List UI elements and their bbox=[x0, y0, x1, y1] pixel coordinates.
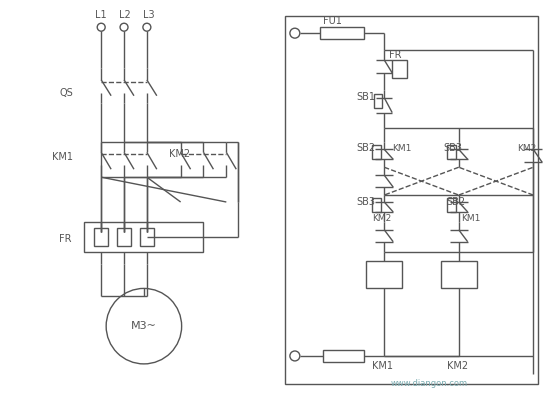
Text: www.diangon.com: www.diangon.com bbox=[390, 379, 468, 388]
Text: KM1: KM1 bbox=[392, 144, 412, 153]
Text: KM2: KM2 bbox=[169, 149, 190, 159]
Bar bbox=[285, 16, 538, 384]
Text: SB1: SB1 bbox=[356, 92, 376, 102]
Bar bbox=[140, 228, 154, 246]
Text: SB2: SB2 bbox=[447, 197, 466, 207]
Text: KM2: KM2 bbox=[517, 144, 536, 153]
Text: SB2: SB2 bbox=[356, 143, 376, 153]
Bar bbox=[447, 145, 456, 159]
Bar bbox=[447, 198, 456, 212]
Text: L3: L3 bbox=[143, 10, 154, 20]
Bar bbox=[323, 350, 365, 362]
Bar bbox=[117, 228, 131, 246]
Bar bbox=[85, 222, 204, 252]
Text: KM1: KM1 bbox=[52, 152, 72, 162]
Text: L1: L1 bbox=[95, 10, 107, 20]
Text: KM2: KM2 bbox=[447, 361, 468, 371]
Bar bbox=[320, 27, 365, 39]
Text: QS: QS bbox=[59, 88, 73, 98]
Bar bbox=[372, 198, 381, 212]
Text: KM1: KM1 bbox=[372, 361, 393, 371]
Text: KM1: KM1 bbox=[461, 214, 480, 223]
Text: SB3: SB3 bbox=[444, 143, 463, 153]
Bar bbox=[366, 260, 402, 289]
Text: FR: FR bbox=[389, 50, 402, 60]
Bar bbox=[441, 260, 477, 289]
Text: FR: FR bbox=[59, 234, 72, 244]
Text: M3~: M3~ bbox=[131, 321, 157, 331]
Text: KM2: KM2 bbox=[372, 214, 391, 223]
Bar bbox=[374, 94, 382, 108]
Text: L2: L2 bbox=[119, 10, 131, 20]
Text: SB3: SB3 bbox=[356, 197, 376, 207]
Bar bbox=[94, 228, 108, 246]
Text: FU1: FU1 bbox=[323, 16, 341, 26]
Bar bbox=[392, 60, 407, 78]
Bar bbox=[372, 145, 381, 159]
